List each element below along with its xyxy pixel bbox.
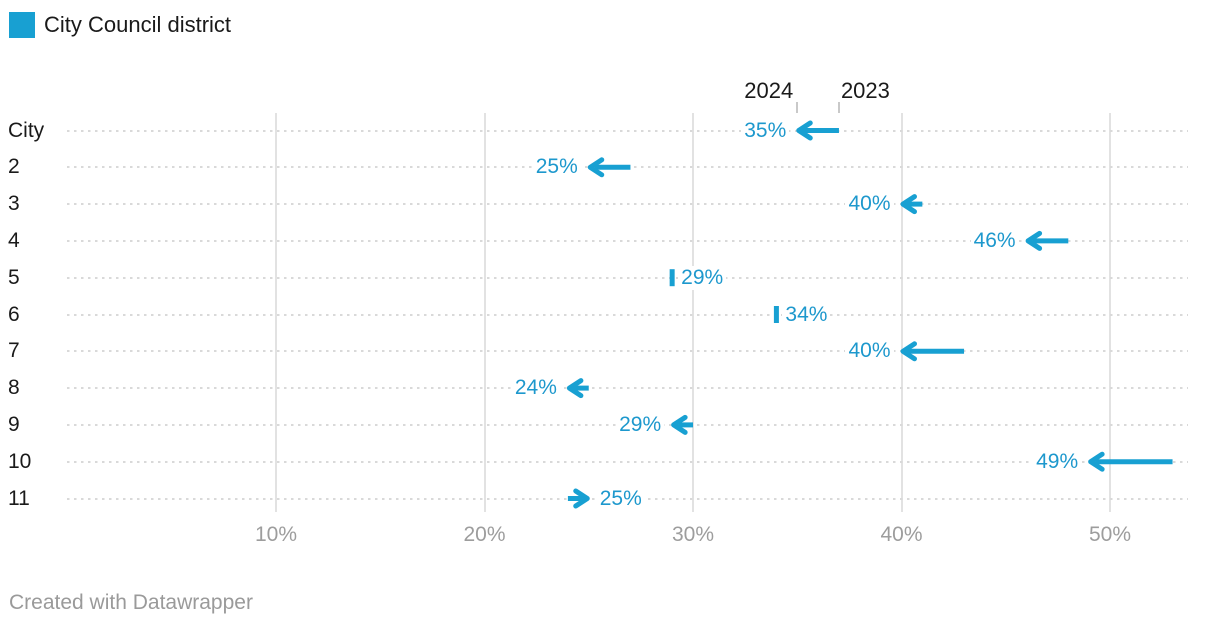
value-label-4: 46% bbox=[970, 228, 1019, 253]
row-label-5: 5 bbox=[8, 265, 20, 289]
value-label-3: 40% bbox=[845, 192, 894, 217]
gridline-50 bbox=[1109, 113, 1111, 512]
value-label-10: 49% bbox=[1033, 449, 1082, 474]
row-label-8: 8 bbox=[8, 376, 20, 400]
row-guide-5 bbox=[67, 276, 1188, 279]
row-guide-4 bbox=[67, 239, 1188, 242]
row-label-7: 7 bbox=[8, 339, 20, 363]
value-label-7: 40% bbox=[845, 339, 894, 364]
row-label-2: 2 bbox=[8, 155, 20, 179]
gridline-10 bbox=[275, 113, 277, 512]
value-label-9: 29% bbox=[616, 412, 665, 437]
row-guide-2 bbox=[67, 166, 1188, 169]
value-label-11: 25% bbox=[596, 486, 645, 511]
datawrapper-credit: Created with Datawrapper bbox=[9, 591, 253, 614]
x-axis-label-10: 10% bbox=[254, 523, 298, 546]
row-guide-7 bbox=[67, 350, 1188, 353]
row-label-9: 9 bbox=[8, 412, 20, 436]
column-header-2023: 2023 bbox=[840, 78, 890, 103]
row-label-city: City bbox=[8, 118, 45, 142]
header-tick-2024 bbox=[796, 102, 799, 113]
legend-label: City Council district bbox=[44, 12, 232, 37]
value-label-8: 24% bbox=[511, 376, 560, 401]
x-axis-label-20: 20% bbox=[463, 523, 506, 546]
gridline-20 bbox=[483, 113, 486, 512]
x-axis-label-50: 50% bbox=[1088, 523, 1132, 546]
row-label-10: 10 bbox=[8, 449, 32, 473]
x-axis-label-40: 40% bbox=[880, 523, 923, 546]
row-label-6: 6 bbox=[8, 302, 20, 326]
gridline-40 bbox=[900, 113, 903, 512]
value-label-5: 29% bbox=[678, 265, 727, 290]
row-label-3: 3 bbox=[8, 192, 20, 216]
row-guide-3 bbox=[67, 203, 1188, 206]
row-guide-city bbox=[67, 129, 1188, 132]
value-label-2: 25% bbox=[532, 155, 581, 180]
chart-legend: City Council district bbox=[9, 12, 231, 38]
gridline-30 bbox=[692, 113, 694, 512]
header-tick-2023 bbox=[837, 102, 840, 113]
column-header-2024: 2024 bbox=[744, 78, 794, 103]
legend-swatch bbox=[9, 12, 35, 38]
value-label-6: 34% bbox=[782, 302, 831, 327]
row-guide-6 bbox=[67, 313, 1188, 316]
row-label-4: 4 bbox=[8, 228, 20, 252]
row-label-11: 11 bbox=[8, 486, 30, 510]
row-guide-8 bbox=[67, 387, 1188, 390]
row-guide-10 bbox=[67, 460, 1188, 463]
x-axis-label-30: 30% bbox=[671, 523, 715, 546]
value-label-city: 35% bbox=[741, 118, 790, 143]
